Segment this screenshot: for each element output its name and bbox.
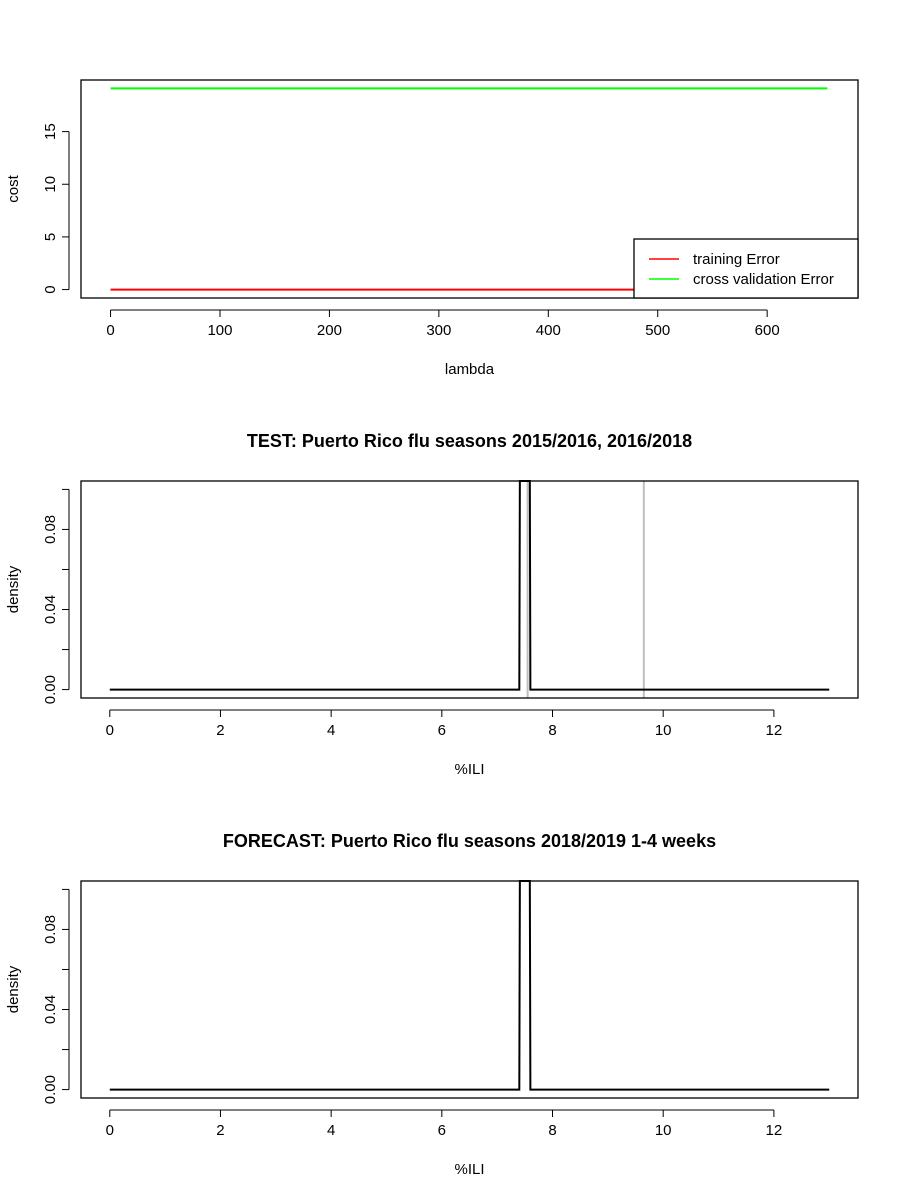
chart-title: FORECAST: Puerto Rico flu seasons 2018/2… — [223, 831, 716, 851]
x-tick-label: 0 — [106, 1122, 114, 1139]
x-tick-label: 0 — [106, 722, 114, 739]
y-tick-label: 5 — [42, 233, 59, 241]
x-tick-label: 400 — [536, 322, 561, 339]
legend-label: cross validation Error — [693, 271, 834, 288]
y-tick-label: 10 — [42, 176, 59, 193]
x-tick-label: 6 — [438, 722, 446, 739]
y-tick-label: 0.04 — [42, 995, 59, 1024]
y-tick-label: 0.04 — [42, 595, 59, 624]
x-tick-label: 4 — [327, 1122, 335, 1139]
plot-frame — [80, 880, 859, 1099]
y-tick-label: 0.00 — [42, 675, 59, 704]
x-tick-label: 500 — [645, 322, 670, 339]
chart-panel-3: FORECAST: Puerto Rico flu seasons 2018/2… — [5, 831, 859, 1178]
x-tick-label: 8 — [548, 722, 556, 739]
x-tick-label: 6 — [438, 1122, 446, 1139]
x-tick-label: 8 — [548, 1122, 556, 1139]
y-tick-label: 0.00 — [42, 1075, 59, 1104]
chart-title: TEST: Puerto Rico flu seasons 2015/2016,… — [247, 431, 692, 451]
x-axis-label: lambda — [445, 361, 495, 378]
x-tick-label: 600 — [755, 322, 780, 339]
plot-frame — [80, 79, 859, 299]
x-tick-label: 12 — [766, 722, 783, 739]
x-tick-label: 10 — [655, 722, 672, 739]
y-axis-label: cost — [5, 174, 22, 202]
y-tick-label: 15 — [42, 123, 59, 140]
legend: training Error cross validation Error — [633, 238, 859, 299]
y-tick-label: 0 — [42, 285, 59, 293]
series-line-1 — [109, 880, 830, 1091]
x-tick-label: 200 — [317, 322, 342, 339]
legend-label: training Error — [693, 251, 780, 268]
plot-frame — [80, 480, 859, 699]
x-tick-label: 300 — [426, 322, 451, 339]
x-axis-label: %ILI — [454, 1161, 484, 1178]
y-axis-label: density — [5, 965, 22, 1013]
x-tick-label: 2 — [216, 722, 224, 739]
y-axis-label: density — [5, 565, 22, 613]
x-tick-label: 10 — [655, 1122, 672, 1139]
x-tick-label: 100 — [207, 322, 232, 339]
series-line-1 — [109, 480, 830, 691]
x-tick-label: 0 — [106, 322, 114, 339]
chart-panel-1: 0 100 200 300 400 500 600 0 5 10 15 lambda cost train… — [5, 79, 859, 378]
y-tick-label: 0.08 — [42, 915, 59, 944]
x-tick-label: 12 — [766, 1122, 783, 1139]
x-tick-label: 2 — [216, 1122, 224, 1139]
x-tick-label: 4 — [327, 722, 335, 739]
x-axis-label: %ILI — [454, 761, 484, 778]
chart-panel-2: TEST: Puerto Rico flu seasons 2015/2016,… — [5, 431, 859, 778]
legend-box — [633, 238, 859, 299]
y-tick-label: 0.08 — [42, 515, 59, 544]
